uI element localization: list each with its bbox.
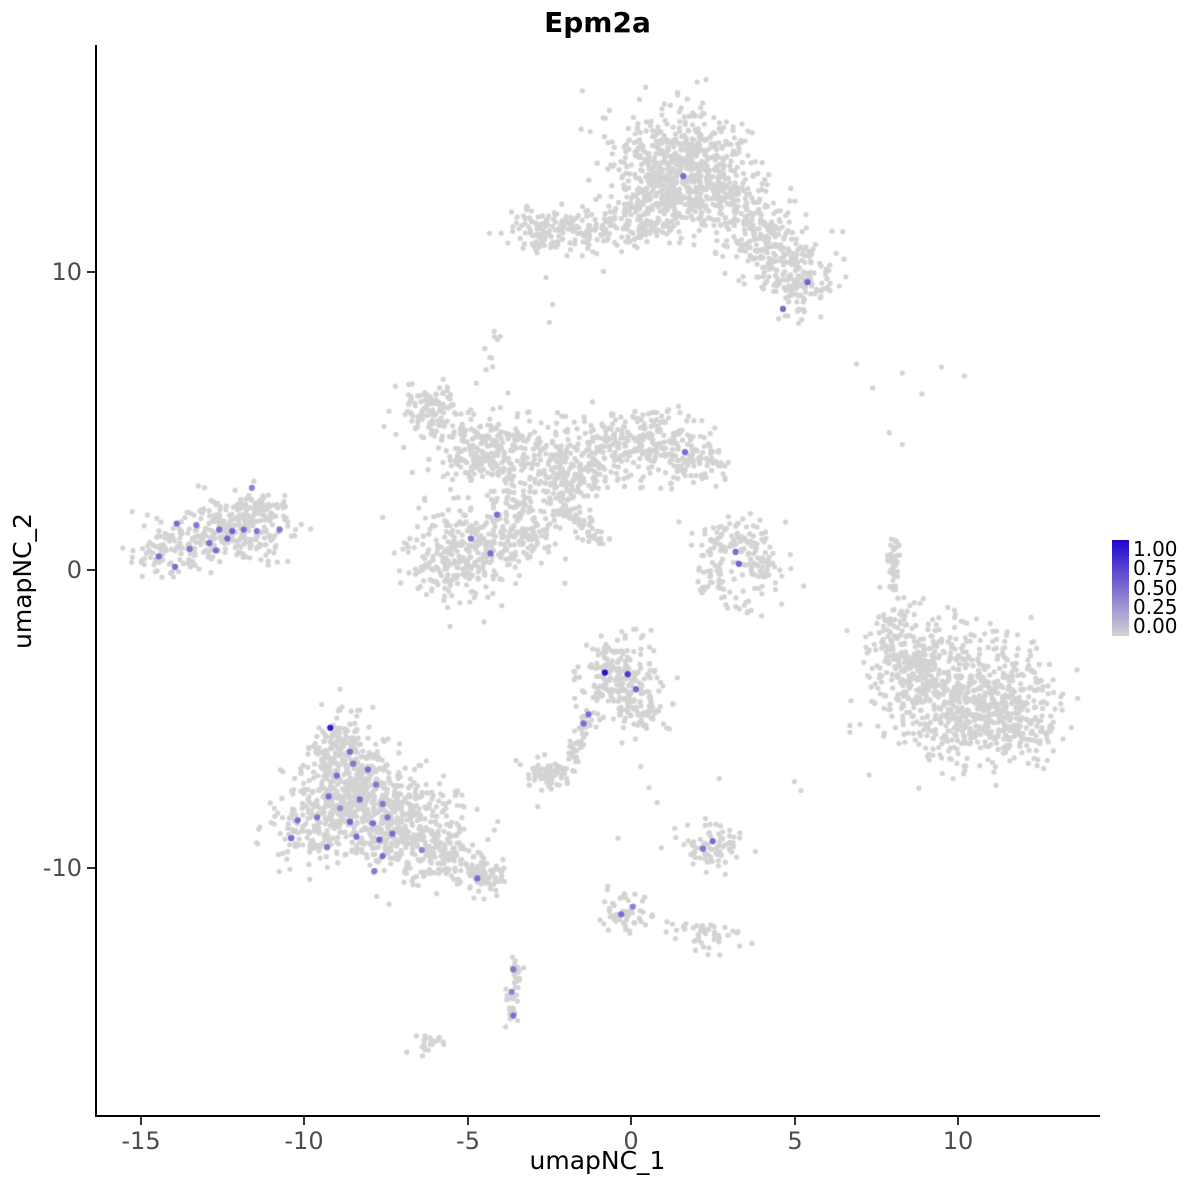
x-tick-mark [303, 1117, 305, 1125]
legend-labels: 1.00 0.75 0.50 0.25 0.00 [1133, 537, 1178, 638]
legend-label: 1.00 [1133, 537, 1178, 561]
x-axis-label: umapNC_1 [529, 1146, 666, 1175]
x-tick-mark [630, 1117, 632, 1125]
x-tick-mark [140, 1117, 142, 1125]
x-tick-label: 5 [787, 1127, 803, 1155]
y-tick-label: 10 [51, 258, 82, 286]
x-tick-label: -15 [121, 1127, 161, 1155]
expression-legend: 1.00 0.75 0.50 0.25 0.00 [1112, 537, 1178, 638]
x-tick-mark [467, 1117, 469, 1125]
y-tick-mark [87, 867, 95, 869]
x-tick-mark [957, 1117, 959, 1125]
x-tick-label: -10 [284, 1127, 324, 1155]
x-tick-label: 0 [623, 1127, 639, 1155]
y-tick-mark [87, 569, 95, 571]
x-tick-label: 10 [942, 1127, 974, 1155]
legend-label: 0.00 [1133, 614, 1178, 638]
legend-label: 0.50 [1133, 575, 1178, 600]
y-tick-label: 0 [66, 556, 82, 584]
y-tick-mark [87, 271, 95, 273]
x-tick-mark [794, 1117, 796, 1125]
legend-gradient-bar [1112, 540, 1129, 636]
x-tick-label: -5 [456, 1127, 480, 1155]
plot-title: Epm2a [544, 6, 651, 39]
legend-label: 0.75 [1133, 556, 1178, 581]
legend-label: 0.25 [1133, 594, 1178, 619]
y-tick-label: -10 [42, 854, 82, 882]
